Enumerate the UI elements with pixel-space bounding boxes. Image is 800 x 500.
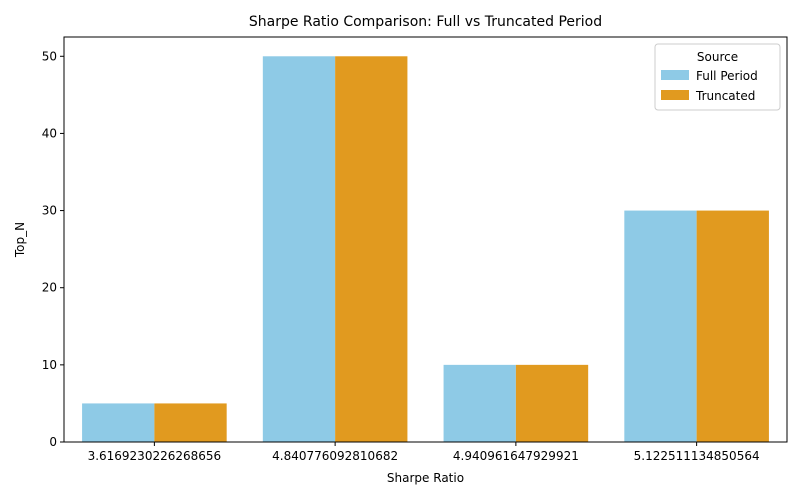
x-tick-label: 4.840776092810682 xyxy=(272,449,398,463)
bar-truncated-2 xyxy=(515,364,589,442)
legend-swatch xyxy=(661,70,689,80)
y-tick-label: 10 xyxy=(42,358,57,372)
chart-title: Sharpe Ratio Comparison: Full vs Truncat… xyxy=(249,14,602,30)
legend-swatch xyxy=(661,90,689,100)
bars-group xyxy=(82,56,769,443)
y-tick-label: 40 xyxy=(42,126,57,140)
x-tick-label: 4.940961647929921 xyxy=(453,449,579,463)
legend-items: Full Period Truncated xyxy=(661,69,758,103)
bar-truncated-1 xyxy=(335,56,408,443)
y-tick-label: 50 xyxy=(42,49,57,63)
y-axis: 0 10 20 30 40 50 xyxy=(42,49,64,449)
y-axis-label: Top_N xyxy=(13,222,27,258)
x-tick-label: 5.122511134850564 xyxy=(634,449,760,463)
legend-label: Full Period xyxy=(696,69,758,83)
bar-truncated-3 xyxy=(696,210,769,442)
legend: Source Full Period Truncated xyxy=(654,43,781,111)
x-axis: 3.6169230226268656 4.840776092810682 4.940… xyxy=(88,442,760,463)
y-tick-label: 20 xyxy=(42,281,57,295)
bar-full-period-3 xyxy=(624,210,697,442)
plot-frame xyxy=(63,36,788,443)
y-tick-label: 0 xyxy=(49,435,57,449)
bar-full-period-1 xyxy=(262,56,336,443)
bar-full-period-0 xyxy=(82,403,155,442)
legend-label: Truncated xyxy=(695,89,755,103)
y-tick-label: 30 xyxy=(42,204,57,218)
bar-full-period-2 xyxy=(443,364,516,442)
x-tick-label: 3.6169230226268656 xyxy=(88,449,222,463)
x-axis-label: Sharpe Ratio xyxy=(387,471,464,485)
legend-title: Source xyxy=(697,50,738,64)
bar-truncated-0 xyxy=(154,403,227,442)
